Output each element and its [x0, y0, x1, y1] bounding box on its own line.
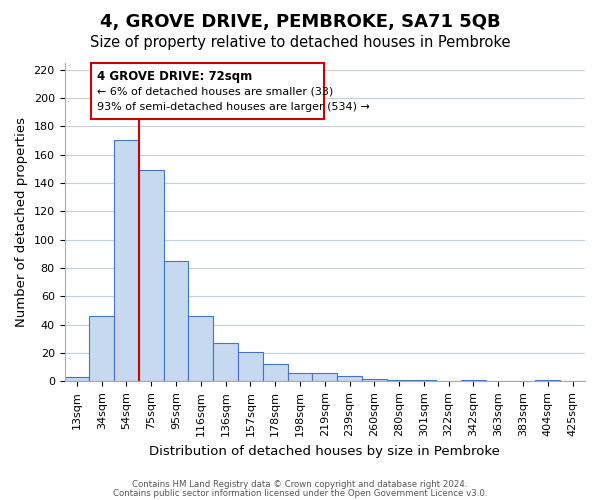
Text: ← 6% of detached houses are smaller (33): ← 6% of detached houses are smaller (33) — [97, 86, 333, 97]
Text: Contains HM Land Registry data © Crown copyright and database right 2024.: Contains HM Land Registry data © Crown c… — [132, 480, 468, 489]
Bar — [65, 377, 89, 382]
X-axis label: Distribution of detached houses by size in Pembroke: Distribution of detached houses by size … — [149, 444, 500, 458]
Bar — [164, 261, 188, 382]
Bar — [362, 378, 387, 382]
Bar — [412, 380, 436, 382]
Bar — [387, 380, 412, 382]
Y-axis label: Number of detached properties: Number of detached properties — [15, 117, 28, 327]
Text: 4, GROVE DRIVE, PEMBROKE, SA71 5QB: 4, GROVE DRIVE, PEMBROKE, SA71 5QB — [100, 12, 500, 30]
Text: Size of property relative to detached houses in Pembroke: Size of property relative to detached ho… — [90, 35, 510, 50]
Bar — [213, 343, 238, 382]
Text: 4 GROVE DRIVE: 72sqm: 4 GROVE DRIVE: 72sqm — [97, 70, 252, 82]
Bar — [91, 62, 323, 119]
Bar — [188, 316, 213, 382]
Text: 93% of semi-detached houses are larger (534) →: 93% of semi-detached houses are larger (… — [97, 102, 370, 112]
Bar — [263, 364, 287, 382]
Bar — [114, 140, 139, 382]
Bar — [535, 380, 560, 382]
Bar — [139, 170, 164, 382]
Bar — [89, 316, 114, 382]
Text: Contains public sector information licensed under the Open Government Licence v3: Contains public sector information licen… — [113, 489, 487, 498]
Bar — [238, 352, 263, 382]
Bar — [461, 380, 486, 382]
Bar — [313, 373, 337, 382]
Bar — [287, 373, 313, 382]
Bar — [337, 376, 362, 382]
